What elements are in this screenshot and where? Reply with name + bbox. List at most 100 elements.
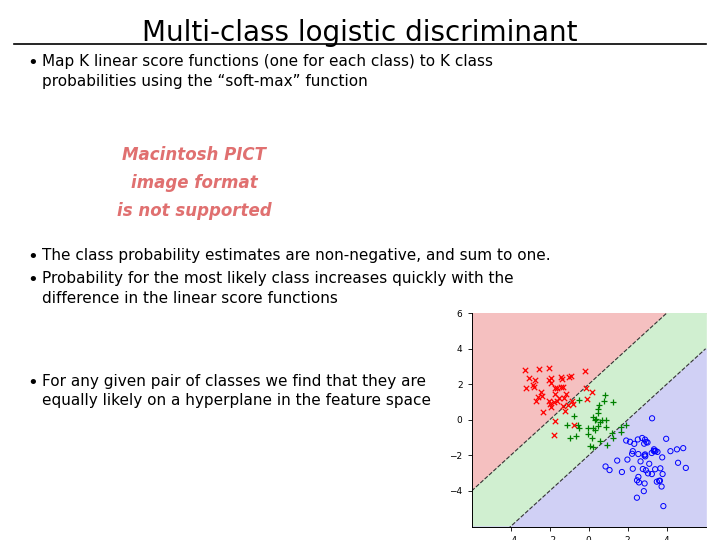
Point [633,478,644,487]
Point [534,364,545,373]
Point [564,434,576,442]
Point [600,423,611,431]
Point [596,416,608,424]
Text: is not supported: is not supported [117,202,271,220]
Point [606,428,618,437]
Point [549,384,561,393]
Point [648,447,660,455]
Point [639,450,651,459]
Point [626,449,638,458]
Point [589,426,600,434]
Point [567,397,578,406]
Point [582,423,593,432]
Point [558,394,570,402]
Point [549,431,560,440]
Text: Multi-class logistic discriminant: Multi-class logistic discriminant [143,19,577,47]
Point [552,383,563,392]
Point [646,449,657,457]
Text: •: • [27,248,38,266]
Point [584,442,595,450]
Point [549,390,561,399]
Point [649,447,660,456]
Point [559,407,571,415]
Point [523,373,535,382]
Point [639,452,651,461]
Point [654,464,666,472]
Text: •: • [27,54,38,72]
Point [651,477,662,486]
Point [589,416,600,424]
Text: Probability for the most likely class increases quickly with the
difference in t: Probability for the most likely class in… [42,271,513,306]
Point [680,463,692,472]
Point [562,400,574,409]
Point [590,414,602,423]
Point [543,376,554,384]
Point [616,468,628,476]
Point [519,365,531,374]
Point [639,435,651,444]
Point [636,434,648,442]
Text: •: • [27,374,38,391]
Point [639,451,650,460]
Point [657,502,669,510]
Point [569,412,580,421]
Point [632,435,644,444]
Point [536,392,547,401]
Point [570,432,582,441]
Point [624,437,636,446]
Point [520,383,531,392]
Point [633,450,644,458]
Point [627,447,639,455]
Point [593,421,604,430]
Point [621,455,633,464]
Point [594,418,606,427]
Point [535,387,546,396]
Point [631,494,643,502]
Point [639,479,650,488]
Point [580,383,592,392]
Text: •: • [27,271,38,289]
Point [654,476,666,485]
Point [556,383,567,391]
Point [592,404,603,413]
Point [572,421,583,429]
Point [649,465,661,474]
Text: image format: image format [131,174,258,192]
Point [641,437,652,446]
Point [600,440,612,449]
Point [531,397,542,406]
Point [557,383,569,392]
Point [604,466,616,475]
Point [555,373,567,381]
Point [573,424,585,433]
Text: Map K linear score functions (one for each class) to K class
probabilities using: Map K linear score functions (one for ea… [42,54,492,89]
Point [600,462,611,471]
Point [587,424,598,433]
Point [639,440,650,448]
Text: Macintosh PICT: Macintosh PICT [122,146,266,164]
Point [633,472,644,481]
Point [650,447,662,455]
Point [631,476,643,484]
Point [549,397,560,406]
Point [629,440,640,448]
Point [565,372,577,381]
Point [657,453,668,462]
Point [607,434,618,443]
Point [543,364,554,373]
Point [646,470,657,478]
Point [637,465,649,474]
Point [581,395,593,404]
Point [611,456,623,465]
Point [544,399,556,408]
Point [567,400,579,408]
Point [588,413,599,422]
Point [600,391,611,400]
Point [642,469,654,478]
Point [572,395,584,404]
Point [595,437,606,445]
Point [660,435,672,443]
Point [582,430,594,439]
Point [598,397,610,406]
Point [580,367,591,376]
